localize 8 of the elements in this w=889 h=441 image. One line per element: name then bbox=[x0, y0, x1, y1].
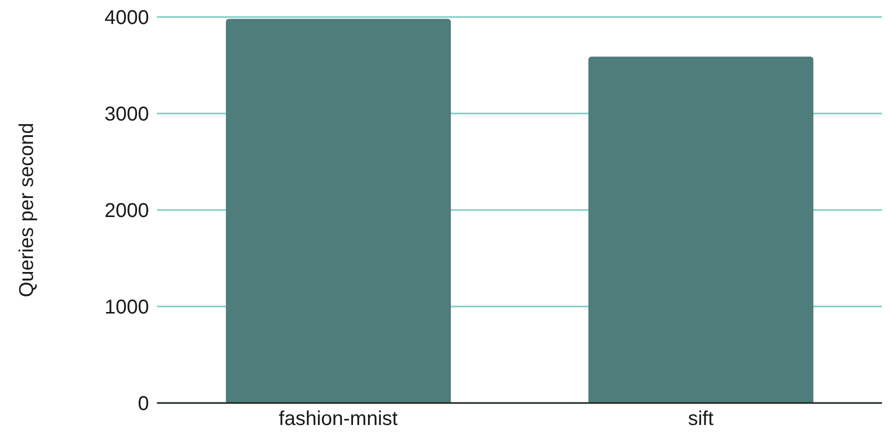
x-tick-label: sift bbox=[688, 408, 714, 430]
y-tick-label: 2000 bbox=[104, 200, 149, 222]
y-tick-label: 3000 bbox=[104, 104, 149, 126]
y-tick-label: 0 bbox=[138, 393, 149, 416]
y-axis-title: Queries per second bbox=[16, 122, 38, 298]
y-tick-label: 1000 bbox=[104, 296, 149, 319]
x-tick-label: fashion-mnist bbox=[278, 408, 398, 430]
y-tick-label: 4000 bbox=[104, 7, 149, 30]
